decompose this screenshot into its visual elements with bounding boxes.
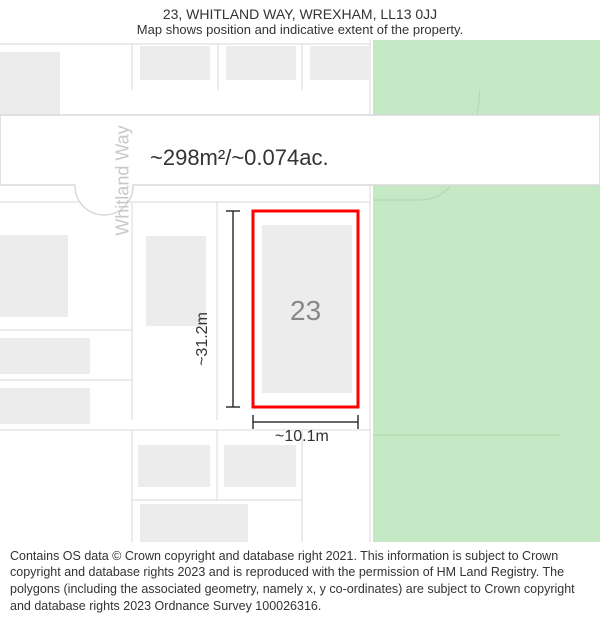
dim-height-label: ~31.2m [194, 312, 212, 366]
page-subtitle: Map shows position and indicative extent… [10, 22, 590, 37]
house-number-label: 23 [290, 295, 321, 327]
header: 23, WHITLAND WAY, WREXHAM, LL13 0JJ Map … [0, 0, 600, 41]
dim-width-label: ~10.1m [275, 428, 329, 446]
map-svg [0, 0, 600, 550]
area-label: ~298m²/~0.074ac. [150, 145, 329, 171]
page-title: 23, WHITLAND WAY, WREXHAM, LL13 0JJ [10, 6, 590, 22]
street-name-label: Whitland Way [113, 125, 134, 235]
map-canvas: Whitland Way ~298m²/~0.074ac. 23 ~31.2m … [0, 0, 600, 550]
copyright-footer: Contains OS data © Crown copyright and d… [0, 542, 600, 625]
dim-horizontal [253, 415, 358, 429]
dim-vertical [226, 211, 240, 407]
